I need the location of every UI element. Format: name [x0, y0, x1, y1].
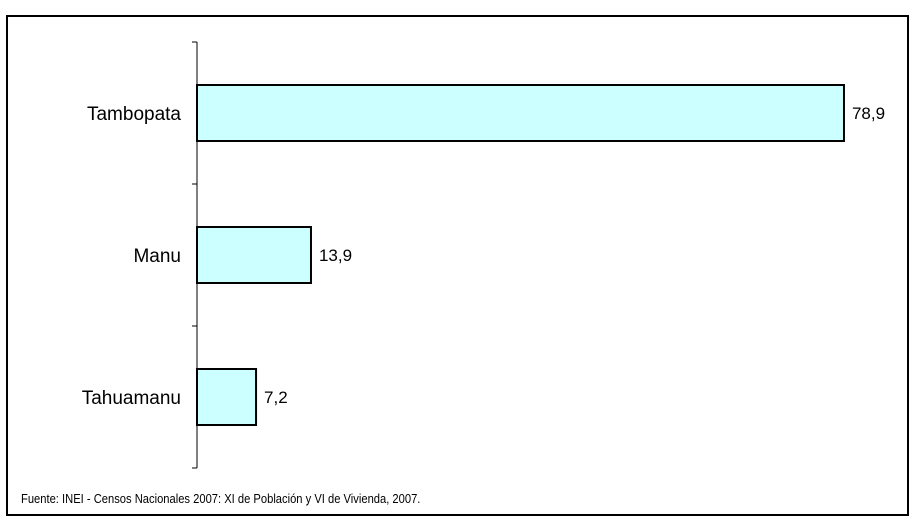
bar-manu [196, 226, 312, 284]
bars-group [196, 84, 845, 426]
data-label: 7,2 [264, 388, 288, 407]
data-label: 78,9 [852, 104, 885, 123]
category-label: Manu [133, 246, 181, 267]
category-label: Tahuamanu [82, 388, 181, 409]
bar-tahuamanu [196, 368, 258, 426]
data-label: 13,9 [319, 246, 352, 265]
bar-tambopata [196, 84, 845, 142]
source-note: Fuente: INEI - Censos Nacionales 2007: X… [21, 491, 421, 506]
category-label: Tambopata [87, 104, 181, 125]
labels-group: Tambopata 78,9 Manu 13,9 Tahuamanu 7,2 [82, 104, 885, 409]
